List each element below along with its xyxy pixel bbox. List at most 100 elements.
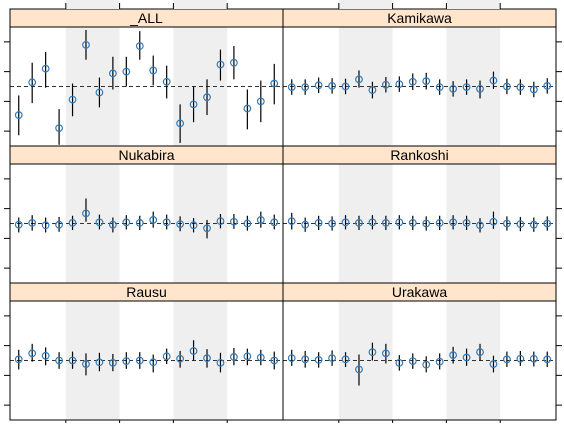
- data-point: [381, 349, 390, 358]
- shaded-band-top: [173, 0, 228, 9]
- data-point: [176, 354, 185, 363]
- data-point: [95, 358, 104, 367]
- data-point: [462, 353, 471, 362]
- data-point: [122, 67, 131, 76]
- data-point: [162, 77, 171, 86]
- data-point: [230, 353, 238, 361]
- data-point: [449, 218, 458, 227]
- data-point: [176, 119, 185, 128]
- data-point: [489, 360, 498, 368]
- data-point: [355, 365, 363, 374]
- data-point: [395, 80, 404, 89]
- data-point: [82, 209, 90, 218]
- data-point: [408, 357, 417, 365]
- data-point: [122, 218, 131, 227]
- data-point: [287, 217, 296, 226]
- data-point: [543, 355, 552, 364]
- data-point: [516, 354, 525, 363]
- data-point: [149, 358, 158, 367]
- data-point: [14, 111, 23, 119]
- shaded-band-top: [446, 0, 501, 9]
- data-point: [449, 351, 458, 360]
- data-point: [149, 216, 158, 224]
- panel-title: Rankoshi: [390, 147, 448, 163]
- data-point: [28, 78, 37, 87]
- data-point: [270, 218, 279, 227]
- data-point: [543, 82, 552, 90]
- shaded-band-top: [65, 0, 120, 9]
- data-point: [82, 360, 90, 368]
- data-point: [256, 216, 265, 224]
- data-point: [301, 83, 310, 91]
- data-point: [68, 219, 77, 227]
- data-point: [301, 220, 310, 229]
- data-point: [462, 83, 471, 91]
- panel-border: [282, 300, 557, 421]
- data-point: [462, 219, 471, 227]
- data-point: [256, 97, 265, 106]
- panel-title: _ALL: [129, 10, 163, 26]
- data-point: [529, 85, 538, 94]
- data-point: [314, 81, 323, 90]
- data-point: [95, 218, 104, 227]
- data-point: [355, 219, 363, 227]
- data-point: [368, 86, 377, 94]
- data-point: [529, 220, 538, 229]
- data-point: [422, 219, 431, 228]
- data-point: [216, 358, 225, 367]
- data-point: [529, 354, 538, 363]
- data-point: [503, 219, 511, 228]
- data-point: [82, 40, 90, 49]
- data-point: [355, 75, 363, 84]
- data-point: [55, 220, 63, 229]
- data-point: [55, 356, 63, 365]
- data-point: [341, 218, 350, 227]
- data-point: [381, 219, 390, 227]
- data-point: [435, 219, 444, 227]
- data-point: [41, 64, 50, 73]
- data-point: [314, 219, 323, 227]
- data-point: [368, 348, 377, 357]
- data-point: [203, 224, 211, 233]
- data-point: [368, 218, 377, 227]
- data-point: [422, 77, 431, 86]
- data-point: [476, 221, 484, 230]
- data-point: [314, 356, 323, 364]
- panel-title: Rausu: [126, 284, 166, 300]
- data-point: [230, 58, 238, 67]
- data-point: [328, 219, 336, 228]
- data-point: [122, 357, 131, 365]
- data-point: [135, 42, 144, 50]
- data-point: [328, 354, 336, 363]
- data-point: [270, 79, 279, 88]
- data-point: [476, 348, 484, 357]
- data-point: [216, 217, 225, 226]
- data-point: [108, 220, 117, 229]
- data-point: [287, 354, 296, 363]
- data-point: [68, 356, 77, 365]
- data-point: [243, 104, 252, 113]
- data-point: [270, 356, 279, 365]
- data-point: [162, 218, 171, 227]
- data-point: [503, 355, 511, 364]
- panel-border: [282, 163, 557, 284]
- data-point: [395, 218, 404, 227]
- data-point: [203, 93, 211, 102]
- data-point: [381, 80, 390, 89]
- data-point: [189, 347, 198, 355]
- data-point: [14, 355, 23, 364]
- data-point: [135, 356, 144, 365]
- shaded-band-top: [338, 0, 393, 9]
- panel-title: Urakawa: [392, 284, 447, 300]
- data-point: [189, 100, 198, 109]
- data-point: [149, 66, 158, 75]
- data-point: [230, 217, 238, 226]
- data-point: [503, 82, 511, 91]
- data-point: [216, 60, 225, 69]
- data-point: [108, 358, 117, 367]
- data-point: [28, 219, 37, 227]
- data-point: [301, 355, 310, 364]
- data-point: [341, 355, 350, 364]
- data-point: [108, 69, 117, 78]
